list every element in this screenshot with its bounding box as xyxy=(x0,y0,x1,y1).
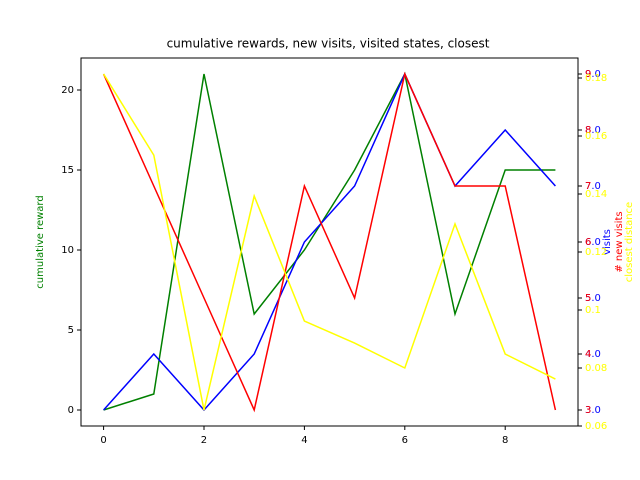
y2-tick-label: 0.1 xyxy=(585,305,601,316)
y2-tick-label: 0.14 xyxy=(585,189,607,200)
y2-tick-label: 0.08 xyxy=(585,363,607,374)
y2-tick-label: 9 xyxy=(585,69,591,80)
axis-label: closest distance xyxy=(624,202,635,282)
y2-tick-label: 5.0 xyxy=(585,293,601,304)
y2-tick-label: 0.12 xyxy=(585,247,607,258)
series-line xyxy=(103,72,556,412)
x-tick-label: 6 xyxy=(402,435,408,446)
x-tick-label: 0 xyxy=(100,435,106,446)
y2-tick-label: 6.0 xyxy=(585,237,601,248)
y2-tick-label: 4.0 xyxy=(585,349,601,360)
axis-label: cumulative reward xyxy=(35,195,46,288)
axis-label: # new visits xyxy=(614,211,625,272)
y-tick-label: 0 xyxy=(68,405,74,416)
y2-tick-label: 0.06 xyxy=(585,421,607,432)
y2-tick-label: 7 xyxy=(585,181,591,192)
y2-tick-label: 5 xyxy=(585,293,591,304)
series-line xyxy=(102,71,557,413)
y2-tick-label: 8 xyxy=(585,125,591,136)
axis-label: visits xyxy=(602,229,613,255)
y-tick-label: 15 xyxy=(61,165,74,176)
y2-tick-label: 3 xyxy=(585,405,591,416)
x-tick-label: 4 xyxy=(301,435,307,446)
y2-tick-label: 4 xyxy=(585,349,591,360)
y-tick-label: 10 xyxy=(61,245,74,256)
y2-tick-label: 7.0 xyxy=(585,181,601,192)
y2-tick-label: 0.16 xyxy=(585,131,607,142)
y2-tick-label: 3.0 xyxy=(585,405,601,416)
y2-tick-label: 6 xyxy=(585,237,591,248)
plot-frame xyxy=(80,57,579,427)
y2-tick-label: 8.0 xyxy=(585,125,601,136)
x-tick-label: 8 xyxy=(502,435,508,446)
chart-title: cumulative rewards, new visits, visited … xyxy=(167,37,490,51)
y2-tick-label: 9.0 xyxy=(585,69,601,80)
series-line xyxy=(102,73,556,411)
y2-tick-label: 0.18 xyxy=(585,73,607,84)
series-line xyxy=(103,71,556,411)
x-tick-label: 2 xyxy=(201,435,207,446)
y-tick-label: 20 xyxy=(61,85,74,96)
y-tick-label: 5 xyxy=(68,325,74,336)
